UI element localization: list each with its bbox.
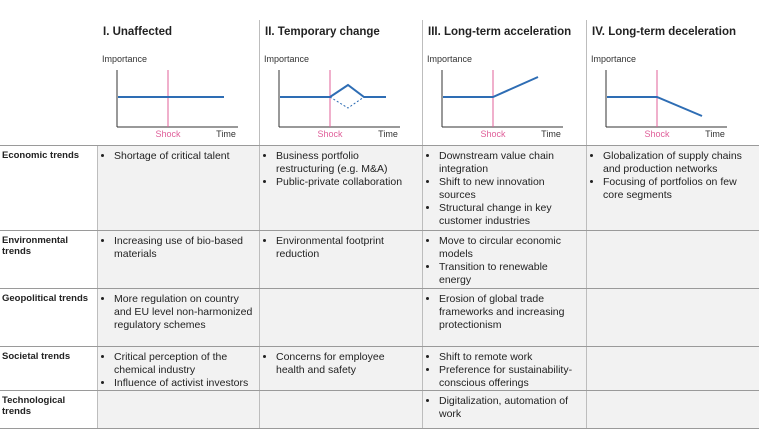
cell [97,391,259,428]
column-title: IV. Long-term deceleration [592,26,736,38]
trend-line [443,76,539,98]
shock-label: Shock [317,129,343,139]
cell: Environmental footprint reduction [259,231,422,288]
bullet-item: Structural change in key customer indust… [439,202,580,228]
bullet-list: More regulation on country and EU level … [104,293,253,332]
bullet-item: Erosion of global trade frameworks and i… [439,293,580,332]
cell: Shortage of critical talent [97,146,259,230]
cell [259,289,422,346]
bullet-list: Increasing use of bio-based materials [104,235,253,261]
cell: Downstream value chain integrationShift … [422,146,586,230]
row-label: Technological trends [2,395,66,417]
row-divider [0,288,759,289]
bullet-item: Critical perception of the chemical indu… [114,351,253,377]
bullet-list: Shortage of critical talent [104,150,253,163]
mini-chart: Importance Shock Time [102,54,238,139]
cell [586,347,759,390]
cell: Increasing use of bio-based materials [97,231,259,288]
bullet-item: Transition to renewable energy [439,261,580,287]
bullet-item: Increasing use of bio-based materials [114,235,253,261]
x-axis-label: Time [378,129,398,139]
cell: Globalization of supply chains and produ… [586,146,759,230]
bullet-list: Business portfolio restructuring (e.g. M… [266,150,416,189]
bullet-item: Influence of activist investors [114,377,253,390]
cell [586,391,759,428]
bullet-item: Shift to remote work [439,351,580,364]
bullet-list: Critical perception of the chemical indu… [104,351,253,390]
cell: More regulation on country and EU level … [97,289,259,346]
bullet-list: Shift to remote workPreference for susta… [429,351,580,390]
shock-label: Shock [644,129,670,139]
x-axis-label: Time [705,129,725,139]
y-axis-label: Importance [591,54,636,64]
mini-chart: Importance Shock Time [591,54,727,139]
cell: Shift to remote workPreference for susta… [422,347,586,390]
cell: Digitalization, automation of work [422,391,586,428]
bullet-item: More regulation on country and EU level … [114,293,253,332]
row-divider [0,428,759,429]
row-label: Environmental trends [2,235,68,257]
bullet-list: Concerns for employee health and safety [266,351,416,377]
bullet-list: Environmental footprint reduction [266,235,416,261]
bullet-list: Downstream value chain integrationShift … [429,150,580,228]
row-divider [0,390,759,391]
y-axis-label: Importance [264,54,309,64]
trend-line [280,83,386,98]
bullet-item: Business portfolio restructuring (e.g. M… [276,150,416,176]
y-axis-label: Importance [427,54,472,64]
bullet-item: Public-private collaboration [276,176,416,189]
bullet-list: Globalization of supply chains and produ… [593,150,753,202]
bullet-item: Focusing of portfolios on few core segme… [603,176,753,202]
x-axis-label: Time [541,129,561,139]
trend-line [329,96,365,109]
bullet-item: Concerns for employee health and safety [276,351,416,377]
bullet-item: Downstream value chain integration [439,150,580,176]
shock-label: Shock [480,129,506,139]
bullet-item: Digitalization, automation of work [439,395,580,421]
cell: Business portfolio restructuring (e.g. M… [259,146,422,230]
row-label: Economic trends [2,150,80,161]
trend-line [607,96,703,117]
bullet-item: Environmental footprint reduction [276,235,416,261]
cell [586,289,759,346]
column-title: II. Temporary change [265,26,380,38]
x-axis-label: Time [216,129,236,139]
column-title: I. Unaffected [103,26,173,38]
bullet-list: Move to circular economic modelsTransiti… [429,235,580,287]
row-label: Geopolitical trends [2,293,89,304]
row-divider [0,145,759,146]
bullet-item: Shift to new innovation sources [439,176,580,202]
bullet-item: Globalization of supply chains and produ… [603,150,753,176]
bullet-item: Move to circular economic models [439,235,580,261]
mini-chart: Importance Shock Time [427,54,563,139]
shock-label: Shock [155,129,181,139]
bullet-item: Preference for sustainability-conscious … [439,364,580,390]
cell: Concerns for employee health and safety [259,347,422,390]
cell: Erosion of global trade frameworks and i… [422,289,586,346]
row-divider [0,230,759,231]
row-label: Societal trends [2,351,71,362]
cell [586,231,759,288]
cell [259,391,422,428]
cell: Move to circular economic modelsTransiti… [422,231,586,288]
row-divider [0,346,759,347]
column-title: III. Long-term acceleration [428,26,572,38]
bullet-list: Erosion of global trade frameworks and i… [429,293,580,332]
mini-chart: Importance Shock Time [264,54,400,139]
bullet-item: Shortage of critical talent [114,150,253,163]
cell: Critical perception of the chemical indu… [97,347,259,390]
bullet-list: Digitalization, automation of work [429,395,580,421]
y-axis-label: Importance [102,54,147,64]
